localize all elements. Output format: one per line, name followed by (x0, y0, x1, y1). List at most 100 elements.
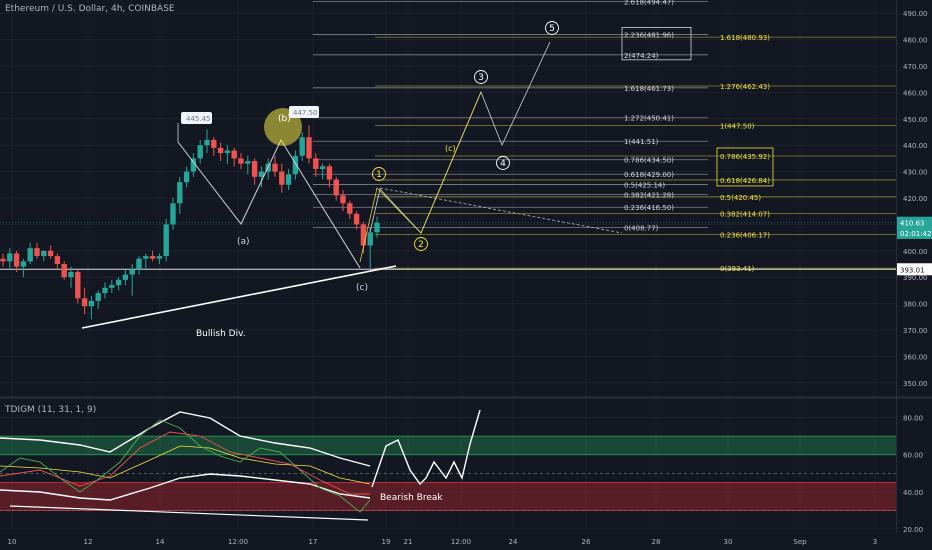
osc-band (0, 436, 896, 455)
candle-body (68, 271, 74, 278)
candle-body (360, 224, 367, 246)
candle-body (149, 256, 156, 259)
candle-body (143, 256, 149, 259)
candle-body (34, 248, 40, 257)
candle-body (129, 269, 135, 275)
candle-body (285, 174, 292, 185)
fib-label: 1(447.50) (720, 122, 755, 130)
fib-label: 2.236(481.96) (624, 31, 674, 39)
candle-body (190, 158, 197, 172)
osc-tick-label: 80.00 (903, 415, 923, 423)
candle-body (41, 250, 47, 257)
y-tick-label: 370.00 (903, 327, 928, 335)
y-tick-label: 490.00 (903, 10, 928, 18)
wave-label-5: 5 (549, 24, 555, 34)
candle-body (367, 232, 373, 246)
candle-body (197, 145, 203, 159)
candle-body (306, 137, 312, 159)
osc-tick-label: 20.00 (903, 526, 923, 534)
candle-body (353, 213, 360, 225)
bearish-break-label: Bearish Break (380, 493, 443, 503)
fib-box (621, 27, 692, 61)
fib-label: 1.272(450.41) (624, 115, 674, 123)
candle-body (374, 222, 380, 233)
wave-label-1: 1 (376, 170, 382, 180)
y-tick-label: 350.00 (903, 380, 928, 388)
price-label: 393.01 (900, 266, 925, 274)
candle-body (279, 171, 285, 185)
candle-body (115, 279, 122, 286)
candle-body (177, 182, 183, 204)
price-label: 02:01:42 (900, 230, 931, 238)
candle-body (238, 158, 244, 164)
fib-label: 0.5(425.14) (624, 181, 665, 189)
candle-body (183, 171, 190, 183)
wave-circle (474, 70, 488, 84)
y-tick-label: 440.00 (903, 142, 928, 150)
candle-body (136, 258, 142, 270)
bullish-div-label: Bullish Div. (196, 329, 246, 339)
abc-path (177, 138, 361, 269)
candle-body (258, 171, 265, 177)
wave-label-4: 4 (500, 159, 506, 169)
fib-label: 0.382(414.07) (720, 211, 770, 219)
fib-label: 0.236(416.50) (624, 204, 674, 212)
indicator-title: TDIGM (11, 31, 1, 9) (5, 405, 97, 415)
osc-lower-band (0, 473, 371, 501)
candle-body (102, 287, 108, 294)
candle-body (299, 137, 305, 156)
osc-upper-band (0, 411, 371, 467)
osc-mid-band (0, 445, 371, 485)
price-tag-box (289, 106, 319, 118)
wave-label-c: (c) (356, 283, 368, 293)
x-tick-label: 12:00 (228, 538, 248, 546)
candle-body (333, 179, 339, 196)
fib-label: 0.236(406.17) (720, 232, 770, 240)
y-tick-label: 400.00 (903, 248, 928, 256)
x-tick-label: 12 (84, 538, 93, 546)
fib-label: 1.618(480.93) (720, 34, 770, 42)
projection-yellow (359, 91, 482, 263)
candle-body (245, 161, 251, 164)
candle-body (211, 139, 217, 148)
fib-label: 1.618(461.73) (624, 85, 674, 93)
price-tag-label: 447.50 (293, 109, 318, 117)
x-tick-label: 10 (8, 538, 17, 546)
x-tick-label: 24 (509, 538, 518, 546)
y-tick-label: 450.00 (903, 116, 928, 124)
wave-circle (372, 167, 386, 181)
y-tick-label: 360.00 (903, 353, 928, 361)
wave-label-3: 3 (478, 73, 484, 83)
fib-label: 1(441.51) (624, 138, 659, 146)
candle-body (224, 150, 231, 154)
wave-circle (545, 21, 559, 35)
candle-body (61, 264, 67, 278)
symbol-title: Ethereum / U.S. Dollar, 4h, COINBASE (5, 4, 175, 14)
wave-circle (414, 237, 428, 251)
fib-label: 0.618(426.84) (720, 177, 770, 185)
x-tick-label: 12:00 (451, 538, 471, 546)
price-label-box (897, 226, 932, 239)
osc-band (0, 482, 896, 511)
fib-box (716, 147, 774, 187)
candle-body (0, 258, 6, 262)
osc-rsi-line (0, 419, 371, 513)
candle-body (47, 250, 54, 257)
candle-body (326, 166, 333, 180)
price-label-box (897, 263, 932, 276)
candle-body (313, 158, 319, 169)
fib-label: 0.786(434.50) (624, 157, 674, 165)
candle-body (13, 253, 20, 267)
y-tick-label: 380.00 (903, 301, 928, 309)
wave-yellow-c-label: (c) (445, 144, 456, 153)
x-tick-label: 3 (873, 538, 877, 546)
price-label: 410.63 (900, 220, 925, 228)
x-tick-label: 19 (382, 538, 391, 546)
candle-body (7, 253, 13, 262)
wave-label-a: (a) (237, 237, 250, 247)
candle-body (292, 155, 299, 175)
fib-label: 0.786(435.92) (720, 153, 770, 161)
osc-signal-line (0, 431, 370, 495)
